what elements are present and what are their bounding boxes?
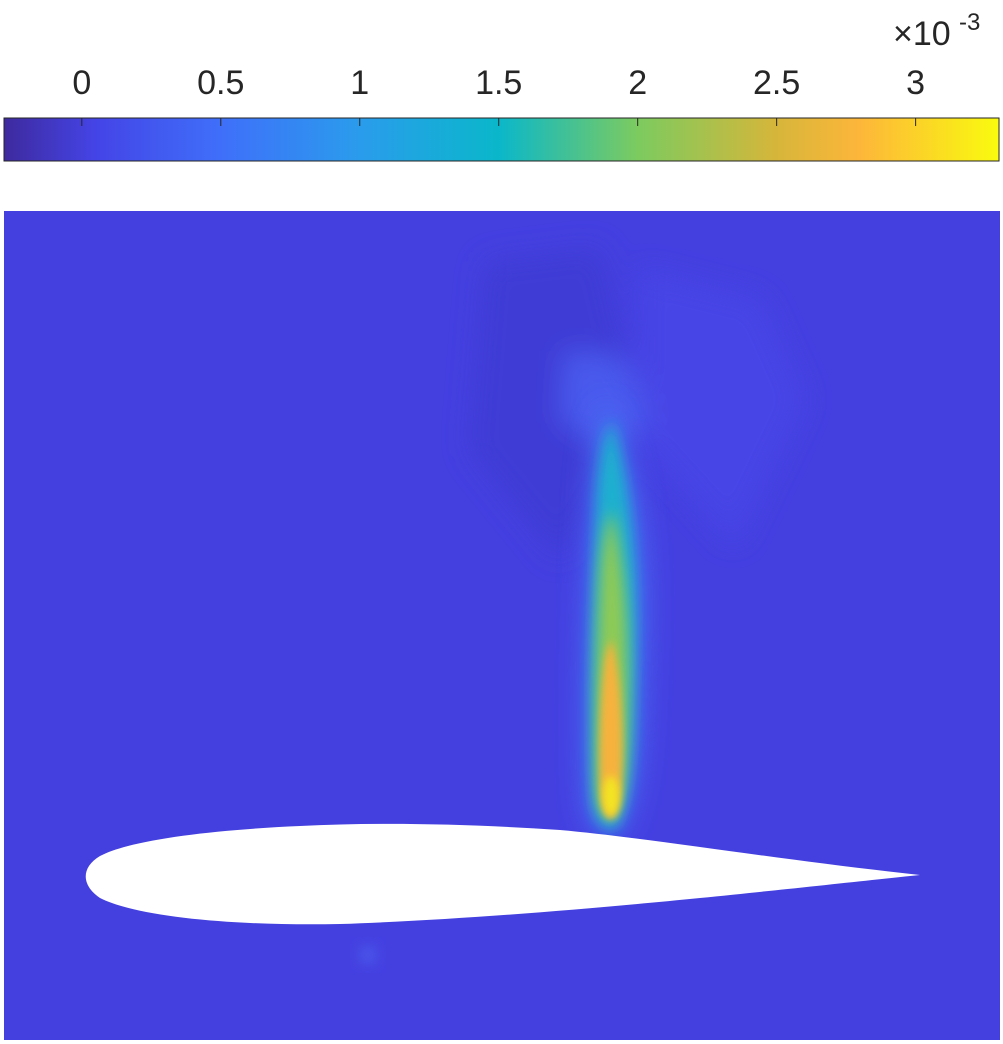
airfoil — [85, 823, 921, 925]
colorbar-tick-label-5: 2.5 — [753, 64, 800, 102]
colorbar-tick-label-4: 2 — [628, 64, 647, 102]
colorbar-tick-label-1: 0.5 — [197, 64, 244, 102]
upper-wake — [470, 248, 805, 560]
colorbar-exponent-base: ×10 — [893, 15, 951, 53]
colorbar-tick-label-3: 1.5 — [475, 64, 522, 102]
lower-disturbance — [359, 946, 377, 964]
colorbar-tick-label-6: 3 — [906, 64, 925, 102]
plume-peak — [603, 776, 619, 816]
colorbar-tick-label-0: 0 — [72, 64, 91, 102]
field-plot — [4, 211, 1000, 1040]
colorbar-tick-label-2: 1 — [350, 64, 369, 102]
plume — [582, 400, 647, 837]
colorbar-ticks — [81, 118, 917, 126]
colorbar-exponent: ×10 -3 — [893, 9, 980, 53]
colorbar: ×10 -3 0 0.5 1 1.5 2 2.5 3 — [3, 9, 1000, 162]
upper-wake-center — [560, 350, 650, 450]
colorbar-bar — [3, 117, 1000, 162]
upper-wake-right-lobe — [640, 270, 805, 545]
colorbar-tick-labels: 0 0.5 1 1.5 2 2.5 3 — [72, 64, 925, 102]
plume-core — [599, 640, 623, 820]
colorbar-exponent-power: -3 — [959, 9, 980, 36]
